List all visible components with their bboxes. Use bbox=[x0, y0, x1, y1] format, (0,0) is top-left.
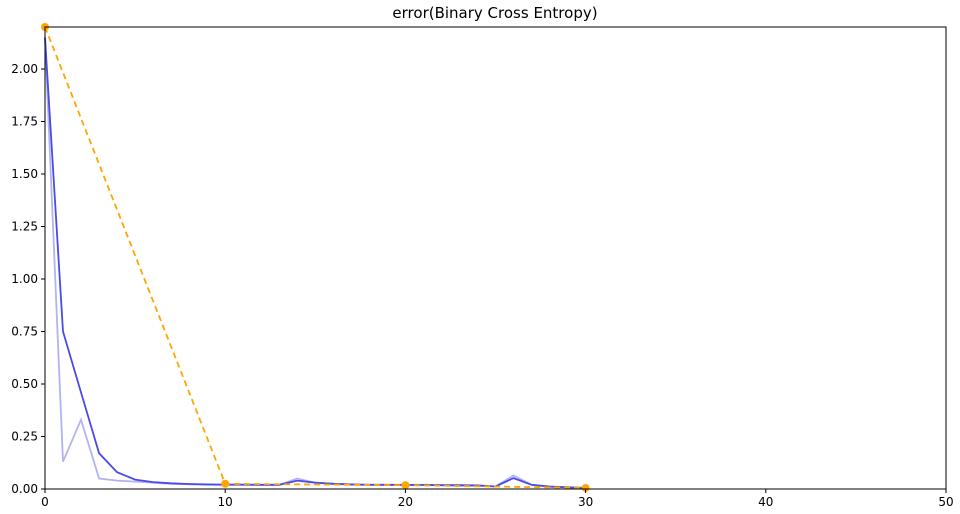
x-tick-label: 10 bbox=[218, 495, 233, 509]
x-axis: 0 10 20 30 40 50 bbox=[41, 489, 954, 509]
chart-title: error(Binary Cross Entropy) bbox=[392, 4, 597, 22]
y-axis: 0.00 0.25 0.50 0.75 1.00 1.25 1.50 1.75 2.00 bbox=[11, 62, 45, 496]
series-line-1 bbox=[44, 37, 586, 489]
y-tick-label: 2.00 bbox=[11, 62, 38, 76]
y-tick-label: 0.00 bbox=[11, 482, 38, 496]
y-tick-label: 1.00 bbox=[11, 272, 38, 286]
y-tick-label: 0.25 bbox=[11, 430, 38, 444]
series-line-0 bbox=[44, 37, 586, 489]
x-tick-label: 50 bbox=[938, 495, 953, 509]
series-2-point bbox=[221, 479, 230, 488]
x-tick-label: 20 bbox=[398, 495, 413, 509]
y-tick-label: 1.75 bbox=[11, 115, 38, 129]
x-tick-label: 30 bbox=[578, 495, 593, 509]
series-2-point bbox=[581, 483, 590, 492]
series-line-2 bbox=[44, 26, 586, 489]
series-layer bbox=[41, 23, 590, 492]
y-tick-label: 0.75 bbox=[11, 325, 38, 339]
series-2-point bbox=[401, 481, 410, 490]
y-tick-label: 0.50 bbox=[11, 377, 38, 391]
x-tick-label: 0 bbox=[41, 495, 49, 509]
y-tick-label: 1.50 bbox=[11, 167, 38, 181]
x-tick-label: 40 bbox=[758, 495, 773, 509]
y-tick-label: 1.25 bbox=[11, 220, 38, 234]
plot-frame bbox=[44, 26, 947, 490]
